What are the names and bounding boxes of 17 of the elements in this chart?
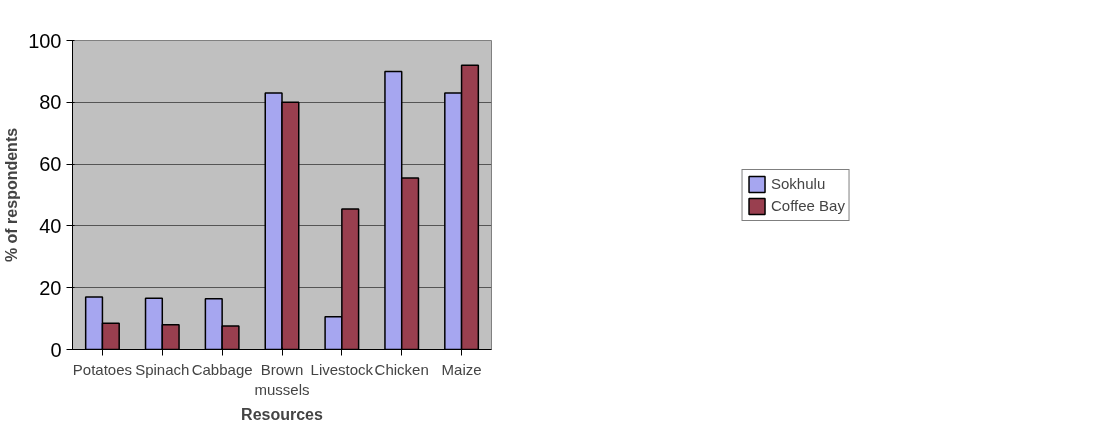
y-tick-label: 40	[39, 214, 62, 237]
y-tick-label: 80	[39, 91, 62, 114]
legend-label: Sokhulu	[771, 175, 826, 192]
x-tick-label: Potatoes	[72, 360, 133, 378]
x-tick-label: Chicken	[374, 360, 429, 378]
x-axis-title: Resources	[241, 405, 324, 423]
x-tick-label: Spinach	[135, 360, 190, 378]
y-tick-label: 60	[39, 153, 62, 176]
y-tick-label: 20	[39, 276, 62, 299]
x-tick-label: Brown mussels	[254, 360, 310, 398]
x-tick-label: Livestock	[310, 360, 374, 378]
legend-label: Coffee Bay	[771, 197, 845, 214]
y-axis-title: % of respondents	[3, 127, 21, 263]
y-tick-label: 0	[50, 338, 62, 361]
y-tick-label: 100	[28, 29, 62, 52]
x-tick-label: Maize	[441, 360, 482, 378]
x-tick-label: Cabbage	[191, 360, 253, 378]
